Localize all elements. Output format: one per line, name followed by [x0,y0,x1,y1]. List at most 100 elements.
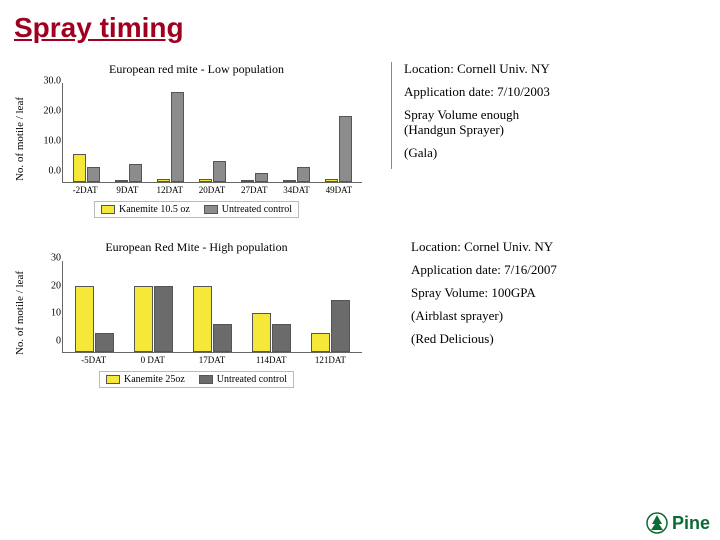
chart2-legend-swatch-1 [199,375,213,384]
bar-group [318,83,360,182]
info1-box: Location: Cornell Univ. NY Application d… [391,62,550,169]
y-tick: 0.0 [31,166,61,177]
bar [283,180,296,182]
chart2-plot-area: 0102030 [62,261,362,353]
chart1-legend-label-1: Untreated control [222,204,292,215]
bar-group [65,261,124,352]
page-title: Spray timing [0,0,720,44]
chart1-legend-item-0: Kanemite 10.5 oz [101,204,190,215]
chart2-legend-swatch-0 [106,375,120,384]
info2-date: Application date: 7/16/2007 [411,263,557,278]
bar [272,324,291,352]
info1-date: Application date: 7/10/2003 [404,85,550,100]
x-label: -5DAT [64,355,123,365]
bar [75,286,94,352]
x-label: 17DAT [182,355,241,365]
bar-group [234,83,276,182]
row-chart1: European red mite - Low population No. o… [0,62,720,218]
bar [252,313,271,352]
chart2-legend-item-1: Untreated control [199,374,287,385]
x-label: 121DAT [301,355,360,365]
x-label: 34DAT [275,185,317,195]
logo-text: Pine [672,513,710,534]
x-label: 9DAT [106,185,148,195]
bar [325,179,338,182]
bar-group [124,261,183,352]
chart2-title: European Red Mite - High population [14,240,379,255]
bar [339,116,352,182]
bar-group [65,83,107,182]
x-label: 27DAT [233,185,275,195]
bar [73,154,86,183]
bar [213,161,226,182]
bar [199,179,212,182]
chart2-legend-item-0: Kanemite 25oz [106,374,185,385]
chart2-panel: European Red Mite - High population No. … [14,240,379,388]
bar [129,164,142,182]
row-chart2: European Red Mite - High population No. … [0,240,720,388]
bar [213,324,232,352]
bar-group [107,83,149,182]
bar-group [242,261,301,352]
bar-group [191,83,233,182]
chart1-title: European red mite - Low population [14,62,379,77]
chart2-ylabel: No. of motile / leaf [14,271,28,355]
bar [331,300,350,352]
bar [297,167,310,182]
bar [154,286,173,352]
chart2-body: No. of motile / leaf 0102030 -5DAT0 DAT1… [14,261,379,365]
bar [95,333,114,352]
x-label: 0 DAT [123,355,182,365]
chart1-ylabel: No. of motile / leaf [14,97,28,181]
info2-box: Location: Cornel Univ. NY Application da… [391,240,557,355]
chart2-legend-label-0: Kanemite 25oz [124,374,185,385]
bar [241,180,254,182]
chart2-xlabels: -5DAT0 DAT17DAT114DAT121DAT [62,353,362,365]
info1-volume: Spray Volume enough (Handgun Sprayer) [404,108,550,138]
y-tick: 30 [31,253,61,264]
logo-pine: Pine [646,512,710,534]
y-tick: 30.0 [31,76,61,87]
bar-group [183,261,242,352]
x-label: -2DAT [64,185,106,195]
y-tick: 20 [31,280,61,291]
x-label: 12DAT [149,185,191,195]
info2-volume: Spray Volume: 100GPA [411,286,557,301]
chart2-legend: Kanemite 25oz Untreated control [99,371,294,388]
info2-location: Location: Cornel Univ. NY [411,240,557,255]
bar [115,180,128,182]
chart1-legend-label-0: Kanemite 10.5 oz [119,204,190,215]
bar [134,286,153,352]
chart1-legend-item-1: Untreated control [204,204,292,215]
chart1-bars [63,83,362,182]
chart2-legend-label-1: Untreated control [217,374,287,385]
chart1-legend-swatch-1 [204,205,218,214]
x-label: 114DAT [242,355,301,365]
bar-group [276,83,318,182]
x-label: 49DAT [318,185,360,195]
bar-group [149,83,191,182]
chart1-legend-swatch-0 [101,205,115,214]
bar [157,179,170,182]
bar-group [301,261,360,352]
chart1-xlabels: -2DAT9DAT12DAT20DAT27DAT34DAT49DAT [62,183,362,195]
chart1-body: No. of motile / leaf 0.010.020.030.0 -2D… [14,83,379,195]
bar [255,173,268,182]
bar [311,333,330,352]
y-tick: 10 [31,308,61,319]
y-tick: 20.0 [31,106,61,117]
y-tick: 0 [31,336,61,347]
chart1-yticks: 0.010.020.030.0 [31,83,61,182]
chart1-plot-area: 0.010.020.030.0 [62,83,362,183]
pine-logo-icon [646,512,668,534]
chart1-panel: European red mite - Low population No. o… [14,62,379,218]
chart2-yticks: 0102030 [31,261,61,352]
info2-sprayer: (Airblast sprayer) [411,309,557,324]
y-tick: 10.0 [31,136,61,147]
info2-variety: (Red Delicious) [411,332,557,347]
info1-variety: (Gala) [404,146,550,161]
chart2-bars [63,261,362,352]
info1-location: Location: Cornell Univ. NY [404,62,550,77]
bar [193,286,212,352]
x-label: 20DAT [191,185,233,195]
